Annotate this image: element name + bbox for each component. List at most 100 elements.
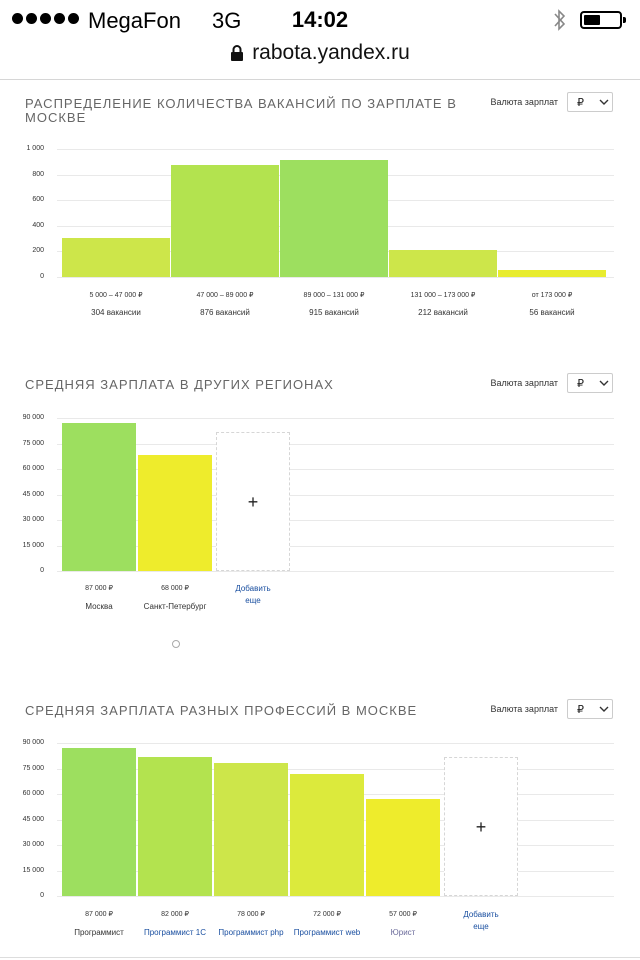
add-more-link-line: Добавить — [235, 584, 271, 593]
add-more-link[interactable]: Добавить еще — [438, 909, 524, 933]
salary-range-label: 5 000 – 47 000 ₽ — [89, 292, 143, 299]
gridline — [57, 743, 614, 744]
bar — [138, 756, 212, 896]
bar — [290, 773, 364, 896]
y-tick-label: 60 000 — [22, 465, 44, 472]
gridline — [57, 571, 614, 572]
currency-select[interactable]: ₽ — [567, 699, 613, 719]
gridline — [57, 443, 614, 445]
category-label: Санкт-Петербург — [143, 602, 207, 611]
y-tick-label: 30 000 — [22, 516, 44, 523]
gridline — [57, 149, 614, 150]
bar — [214, 763, 288, 896]
bar — [62, 423, 136, 571]
lock-icon — [231, 45, 244, 61]
gridline — [57, 277, 614, 278]
gridline — [57, 494, 614, 496]
gridline — [57, 520, 614, 521]
bar — [62, 748, 136, 896]
salary-range-label: 131 000 – 173 000 ₽ — [410, 292, 476, 299]
carrier-name: MegaFon — [88, 8, 181, 33]
y-tick-label: 0 — [40, 273, 44, 280]
bar — [171, 164, 279, 277]
category-label[interactable]: Юрист — [390, 928, 416, 937]
category-label[interactable]: Программист web — [293, 928, 361, 937]
bar — [62, 238, 170, 277]
add-item-button[interactable]: + — [444, 757, 518, 896]
y-tick-label: 75 000 — [22, 764, 44, 772]
gridline — [57, 418, 614, 419]
salary-value-label: 87 000 ₽ — [85, 911, 113, 918]
section-title: СРЕДНЯЯ ЗАРПЛАТА РАЗНЫХ ПРОФЕССИЙ В МОСК… — [25, 703, 418, 718]
battery-icon — [580, 11, 626, 29]
add-more-link-line: Добавить — [463, 910, 499, 919]
y-tick-label: 45 000 — [22, 815, 44, 823]
gridline — [57, 768, 614, 770]
signal-strength-icon — [12, 13, 79, 24]
category-label[interactable]: Программист php — [218, 928, 284, 937]
status-time: 14:02 — [291, 7, 349, 32]
currency-label: Валюта зарплат — [490, 378, 558, 388]
y-tick-label: 60 000 — [22, 790, 44, 797]
currency-label: Валюта зарплат — [490, 704, 558, 714]
category-label[interactable]: Программист 1С — [143, 928, 207, 937]
gridline — [57, 545, 614, 547]
plus-icon: + — [475, 816, 487, 837]
bar — [389, 249, 497, 277]
bluetooth-icon — [554, 9, 566, 31]
y-tick-label: 800 — [32, 170, 44, 178]
salary-value-label: 72 000 ₽ — [313, 911, 341, 918]
salary-value-label: 78 000 ₽ — [237, 911, 265, 918]
y-tick-label: 90 000 — [22, 414, 44, 421]
vacancy-count-label: 876 вакансий — [200, 308, 250, 317]
salary-value-label: 57 000 ₽ — [389, 911, 417, 918]
currency-label: Валюта зарплат — [490, 97, 558, 107]
url-text: rabota.yandex.ru — [252, 41, 410, 64]
salary-value-label: 68 000 ₽ — [161, 585, 189, 592]
currency-value: ₽ — [577, 97, 584, 109]
chevron-down-icon — [599, 99, 609, 105]
salary-range-label: от 173 000 ₽ — [531, 292, 573, 299]
y-tick-label: 45 000 — [22, 490, 44, 498]
plus-icon: + — [247, 491, 259, 512]
currency-value: ₽ — [577, 378, 584, 390]
salary-range-label: 89 000 – 131 000 ₽ — [303, 292, 365, 299]
currency-select[interactable]: ₽ — [567, 373, 613, 393]
y-tick-label: 600 — [32, 196, 44, 204]
add-more-link[interactable]: Добавить еще — [210, 583, 296, 607]
bar — [498, 269, 606, 277]
add-more-link-line: еще — [473, 922, 489, 931]
y-tick-label: 15 000 — [22, 541, 44, 549]
category-label: Москва — [85, 602, 113, 611]
section-title: РАСПРЕДЕЛЕНИЕ КОЛИЧЕСТВА ВАКАНСИЙ ПО ЗАР… — [25, 96, 457, 125]
y-tick-label: 15 000 — [22, 866, 44, 874]
y-tick-label: 200 — [32, 247, 44, 255]
bar — [138, 455, 212, 571]
address-bar[interactable]: rabota.yandex.ru — [0, 38, 640, 68]
bar — [280, 159, 388, 277]
currency-select[interactable]: ₽ — [567, 92, 613, 112]
y-tick-label: 0 — [40, 892, 44, 899]
salary-range-label: 47 000 – 89 000 ₽ — [196, 292, 254, 299]
salary-value-label: 87 000 ₽ — [85, 585, 113, 592]
gridline — [57, 896, 614, 897]
y-tick-label: 1 000 — [26, 145, 44, 152]
settings-icon[interactable] — [172, 640, 180, 648]
chevron-down-icon — [599, 706, 609, 712]
bottom-divider — [0, 957, 640, 958]
section-title: СРЕДНЯЯ ЗАРПЛАТА В ДРУГИХ РЕГИОНАХ — [25, 377, 334, 392]
salary-value-label: 82 000 ₽ — [161, 911, 189, 918]
y-tick-label: 90 000 — [22, 739, 44, 746]
network-type: 3G — [212, 8, 242, 33]
add-item-button[interactable]: + — [216, 432, 290, 571]
vacancy-count-label: 915 вакансий — [309, 308, 359, 317]
y-tick-label: 75 000 — [22, 439, 44, 447]
header-divider — [0, 79, 640, 80]
vacancy-count-label: 304 вакансии — [91, 308, 141, 317]
bar — [366, 799, 440, 896]
vacancy-count-label: 212 вакансий — [418, 308, 468, 317]
status-bar: MegaFon 3G 14:02 — [0, 0, 640, 40]
y-tick-label: 0 — [40, 567, 44, 574]
currency-value: ₽ — [577, 704, 584, 716]
y-tick-label: 30 000 — [22, 841, 44, 848]
